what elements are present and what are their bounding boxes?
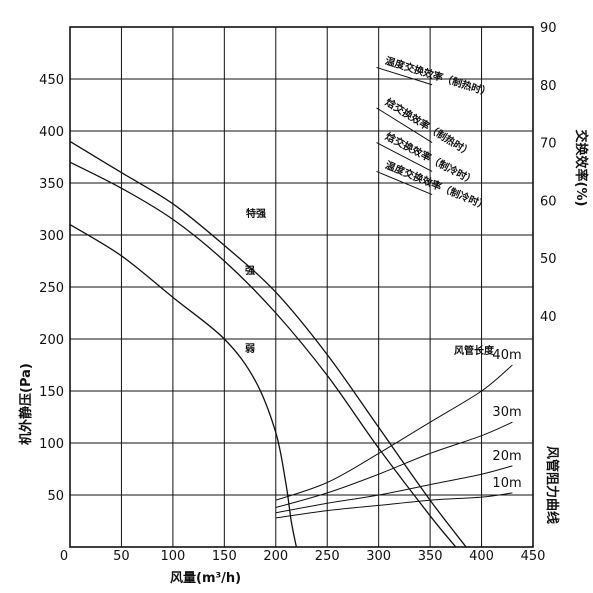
y-tick-150: 150 xyxy=(39,385,64,400)
duct-length-title: 风管长度 xyxy=(454,344,495,357)
x-tick-200: 200 xyxy=(263,549,288,564)
y-tick-350: 350 xyxy=(39,177,64,192)
efficiency-line-3 xyxy=(376,170,433,196)
y2-tick-80: 80 xyxy=(540,79,557,94)
x-tick-0: 0 xyxy=(60,549,68,564)
duct-curve-label-2: 20m xyxy=(492,449,521,464)
fan-curve-0 xyxy=(69,140,467,548)
fan-curve-label-0: 特强 xyxy=(246,207,266,220)
y2-axis-title-top: 交换效率(%) xyxy=(573,130,589,207)
duct-curve-3 xyxy=(275,492,513,519)
y2-tick-50: 50 xyxy=(540,252,557,267)
x-axis-title: 风量(m³/h) xyxy=(170,571,241,586)
y2-axis-title-bottom: 风管阻力曲线 xyxy=(544,446,560,524)
fan-curve-label-1: 强 xyxy=(245,265,255,277)
y-tick-200: 200 xyxy=(39,333,64,348)
y-tick-250: 250 xyxy=(39,281,64,296)
duct-curve-label-1: 30m xyxy=(492,405,521,420)
x-tick-250: 250 xyxy=(315,549,340,564)
duct-curve-label-3: 10m xyxy=(492,476,521,491)
duct-curve-0 xyxy=(275,364,513,501)
efficiency-lines: 温度交换效率（制热时）焓交换效率（制热时）焓交换效率（制冷时）温度交换效率（制冷… xyxy=(376,54,493,212)
efficiency-label-0: 温度交换效率（制热时） xyxy=(384,54,493,99)
y-tick-300: 300 xyxy=(39,229,64,244)
efficiency-line-2 xyxy=(376,142,433,172)
duct-curve-label-0: 40m xyxy=(492,348,521,363)
y2-tick-70: 70 xyxy=(540,137,557,152)
duct-curve-1 xyxy=(275,421,513,508)
y2-tick-60: 60 xyxy=(540,194,557,209)
y2-tick-40: 40 xyxy=(540,310,557,325)
y-tick-450: 450 xyxy=(39,73,64,88)
fan-curve-1 xyxy=(69,161,457,548)
x-tick-150: 150 xyxy=(212,549,237,564)
efficiency-line-0 xyxy=(376,66,433,86)
x-tick-450: 450 xyxy=(521,549,546,564)
y-tick-100: 100 xyxy=(39,437,64,452)
fan-curve-2 xyxy=(69,224,298,548)
fan-curve-label-2: 弱 xyxy=(245,343,255,355)
y-axis-title: 机外静压(Pa) xyxy=(18,363,34,445)
x-tick-50: 50 xyxy=(113,549,130,564)
tick-labels: 0 50 100 150 200 250 300 350 400 450 50 100 150 200 25… xyxy=(39,21,556,564)
duct-curve-2 xyxy=(275,465,513,514)
y-tick-50: 50 xyxy=(47,489,64,504)
efficiency-line-1 xyxy=(376,107,433,143)
efficiency-label-1: 焓交换效率（制热时） xyxy=(383,95,475,159)
x-tick-300: 300 xyxy=(366,549,391,564)
duct-curves xyxy=(275,364,513,519)
grid-lines xyxy=(70,27,533,547)
fan-curves xyxy=(69,140,467,548)
y2-tick-90: 90 xyxy=(540,21,557,36)
y-tick-400: 400 xyxy=(39,125,64,140)
plot-frame xyxy=(69,26,534,548)
x-tick-400: 400 xyxy=(469,549,494,564)
x-tick-350: 350 xyxy=(418,549,443,564)
x-tick-100: 100 xyxy=(160,549,185,564)
